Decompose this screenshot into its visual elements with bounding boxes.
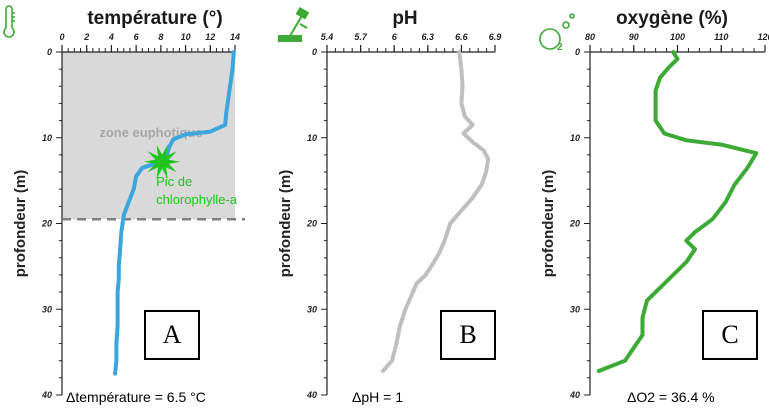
peak-label-line2: chlorophylle-a <box>156 192 238 207</box>
y-tick-label: 20 <box>569 219 580 229</box>
series-line <box>596 50 759 373</box>
thermometer-icon <box>3 5 15 38</box>
y-tick-label: 30 <box>307 304 317 314</box>
ph-probe-icon <box>278 7 310 42</box>
delta-temperature: Δtempérature = 6.5 °C <box>66 389 206 405</box>
peak-label-line1: Pic de <box>156 174 192 189</box>
x-tick-label: 6.9 <box>489 32 502 42</box>
series-line <box>113 50 236 376</box>
chart-title: température (°) <box>87 8 222 29</box>
y-tick-label: 0 <box>312 47 317 57</box>
y-tick-label: 10 <box>570 133 580 143</box>
y-axis-label: profondeur (m) <box>277 170 294 277</box>
x-tick-label: 6 <box>392 32 398 42</box>
x-tick-label: 5.7 <box>354 32 368 42</box>
y-tick-label: 20 <box>306 219 317 229</box>
panel-letter-c: C <box>702 310 758 360</box>
x-tick-label: 6 <box>134 32 140 42</box>
y-tick-label: 0 <box>575 47 580 57</box>
chart-title: oxygène (%) <box>616 8 728 29</box>
chart-title: pH <box>392 8 417 29</box>
y-axis-label: profondeur (m) <box>12 170 29 277</box>
delta-oxygen: ΔO2 = 36.4 % <box>627 389 715 405</box>
x-tick-label: 5.4 <box>321 32 334 42</box>
y-tick-label: 0 <box>47 47 52 57</box>
y-tick-label: 30 <box>570 304 580 314</box>
x-tick-label: 6.6 <box>455 32 469 42</box>
y-tick-label: 30 <box>42 304 52 314</box>
x-tick-label: 10 <box>181 32 191 42</box>
x-tick-label: 8 <box>158 32 163 42</box>
y-tick-label: 40 <box>306 390 317 400</box>
y-axis-label: profondeur (m) <box>540 170 557 277</box>
x-tick-label: 4 <box>108 32 114 42</box>
delta-ph: ΔpH = 1 <box>352 389 403 405</box>
chart-panel-2: oxygène (%) 80 90 100 110 120 0 10 20 30 40 profond… <box>540 8 769 400</box>
y-tick-label: 10 <box>307 133 317 143</box>
y-tick-label: 20 <box>41 219 52 229</box>
shaded-zone <box>62 52 235 220</box>
panel-letter-a: A <box>144 310 200 360</box>
x-tick-label: 100 <box>670 32 685 42</box>
x-tick-label: 2 <box>83 32 89 42</box>
x-tick-label: 12 <box>205 32 215 42</box>
x-tick-label: 0 <box>59 32 64 42</box>
chlorophyll-peak-star <box>144 144 181 179</box>
svg-text:2: 2 <box>557 42 563 53</box>
x-tick-label: 14 <box>230 32 240 42</box>
series-line <box>381 50 491 373</box>
o2-bubbles-icon: 2 <box>539 13 575 53</box>
x-tick-label: 6.3 <box>422 32 435 42</box>
y-tick-label: 40 <box>41 390 52 400</box>
x-tick-label: 120 <box>757 32 769 42</box>
chart-panel-1: pH 5.4 5.7 6 6.3 6.6 6.9 0 10 20 30 40 profondeur (m… <box>277 8 501 400</box>
x-tick-label: 80 <box>585 32 595 42</box>
y-tick-label: 40 <box>569 390 580 400</box>
y-tick-label: 10 <box>42 133 52 143</box>
x-tick-label: 110 <box>714 32 728 42</box>
x-tick-label: 90 <box>629 32 639 42</box>
panel-letter-b: B <box>440 310 496 360</box>
